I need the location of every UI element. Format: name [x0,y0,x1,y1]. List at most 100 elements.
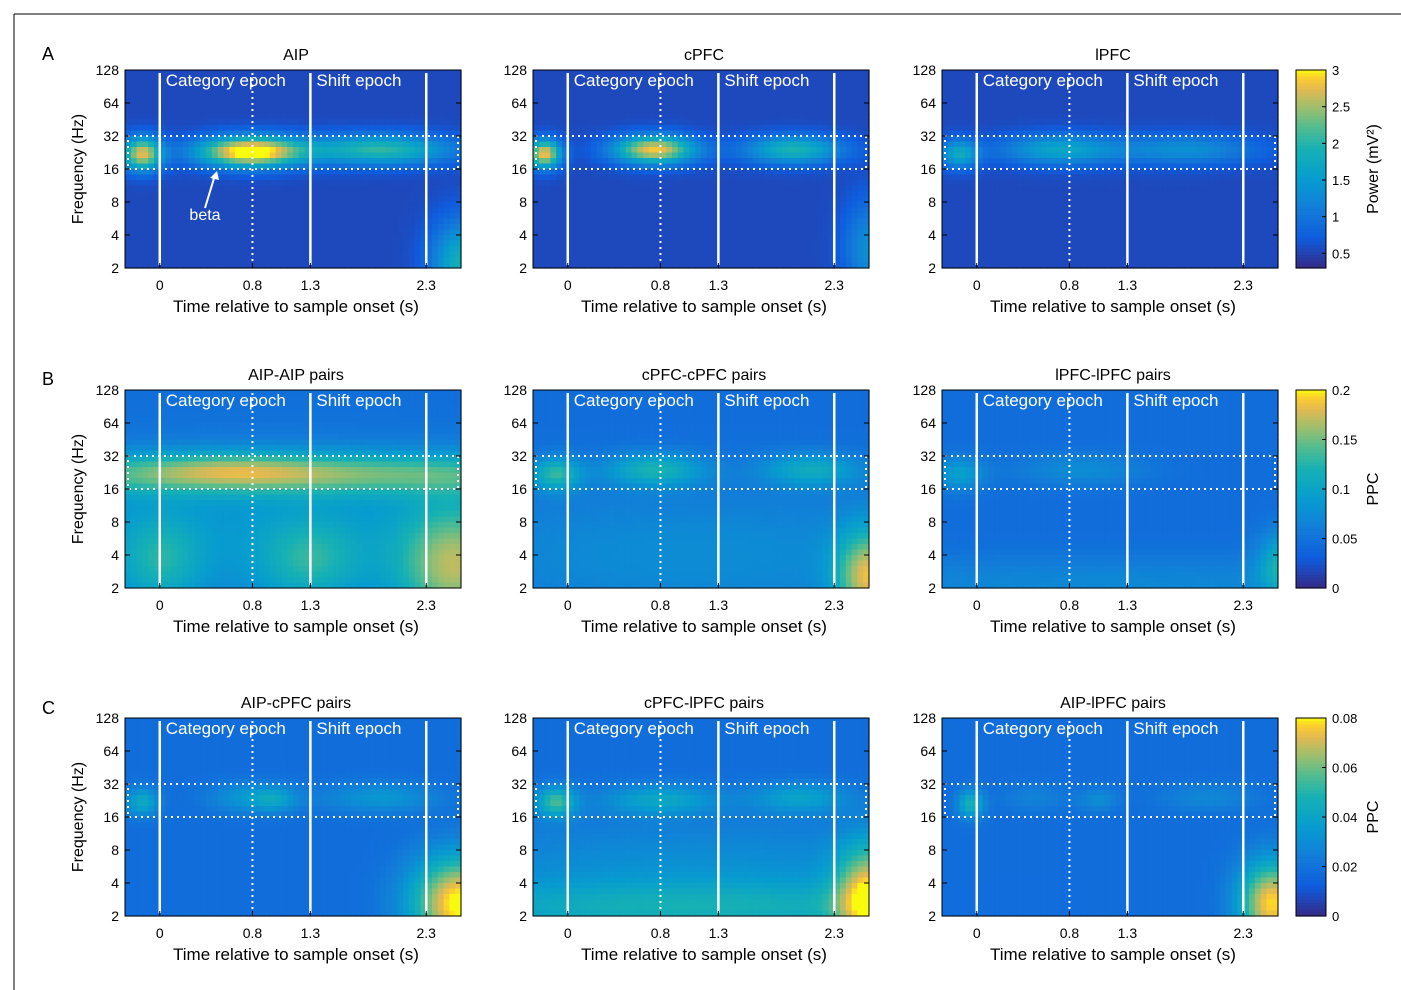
heatmap-cell [770,218,777,225]
heatmap-cell [648,202,656,209]
heatmap-cell [712,191,719,198]
heatmap-cell [182,262,190,269]
heatmap-cell [770,240,777,247]
heatmap-cell [362,136,369,143]
heatmap-cell [125,185,132,192]
heatmap-cell [666,136,673,143]
heatmap-cell [217,224,225,231]
heatmap-cell [776,158,783,165]
heatmap-cell [550,86,557,93]
heatmap-cell [1046,257,1053,264]
heatmap-cell [982,202,989,209]
heatmap-cell [770,235,777,242]
heatmap-cell [1017,246,1024,253]
heatmap-cell [408,185,416,192]
heatmap-cell [753,130,760,137]
heatmap-cell [851,114,859,121]
heatmap-cell [182,114,190,121]
heatmap-cell [533,136,540,143]
heatmap-cell [275,97,283,104]
heatmap-cell [1052,136,1059,143]
heatmap-cell [1034,235,1042,242]
heatmap-cell [625,196,633,203]
heatmap-cell [863,235,870,242]
heatmap-cell [177,229,184,236]
heatmap-cell [182,136,190,143]
heatmap-cell [643,163,650,170]
heatmap-cell [994,262,1001,269]
heatmap-cell [816,163,824,170]
heatmap-cell [666,262,673,269]
heatmap-cell [863,196,870,203]
heatmap-cell [953,235,960,242]
heatmap-cell [310,218,317,225]
heatmap-cell [811,246,818,253]
heatmap-cell [994,103,1001,110]
heatmap-cell [293,125,300,132]
heatmap-cell [339,180,346,187]
heatmap-cell [811,97,818,104]
heatmap-cell [321,163,329,170]
heatmap-cell [619,97,627,104]
heatmap-cell [153,103,161,110]
heatmap-cell [449,262,456,269]
heatmap-cell [298,70,306,77]
heatmap-cell [550,158,557,165]
heatmap-cell [327,141,335,148]
heatmap-cell [735,136,743,143]
heatmap-cell [397,97,404,104]
heatmap-cell [590,119,598,126]
heatmap-cell [845,213,853,220]
heatmap-cell [677,130,685,137]
heatmap-cell [834,202,841,209]
heatmap-cell [426,218,433,225]
heatmap-cell [845,158,853,165]
heatmap-cell [999,240,1007,247]
heatmap-cell [391,207,398,214]
heatmap-cell [1023,92,1030,99]
heatmap-cell [982,103,989,110]
heatmap-cell [614,119,621,126]
heatmap-cell [965,240,972,247]
heatmap-cell [822,207,830,214]
heatmap-cell [171,97,178,104]
heatmap-cell [654,114,662,121]
heatmap-cell [695,174,702,181]
heatmap-cell [1028,224,1036,231]
heatmap-cell [287,246,294,253]
heatmap-cell [770,75,777,82]
heatmap-cell [408,246,416,253]
heatmap-cell [455,240,462,247]
heatmap-cell [533,147,540,154]
heatmap-cell [171,196,178,203]
heatmap-cell [614,196,621,203]
heatmap-cell [770,251,777,258]
heatmap-cell [321,207,329,214]
heatmap-cell [287,235,294,242]
heatmap-cell [994,158,1001,165]
heatmap-cell [1052,196,1059,203]
heatmap-cell [130,191,138,198]
heatmap-cell [741,125,748,132]
heatmap-cell [1046,75,1053,82]
heatmap-cell [648,92,656,99]
heatmap-cell [211,158,219,165]
heatmap-cell [619,207,627,214]
heatmap-cell [1052,125,1059,132]
heatmap-cell [811,202,818,209]
heatmap-cell [177,213,184,220]
heatmap-cell [206,70,213,77]
heatmap-cell [1028,163,1036,170]
heatmap-cell [432,196,439,203]
heatmap-cell [999,251,1007,258]
heatmap-cell [982,235,989,242]
heatmap-cell [125,86,132,93]
heatmap-cell [706,169,714,176]
heatmap-cell [316,136,323,143]
heatmap-cell [556,218,563,225]
heatmap-cell [965,207,972,214]
heatmap-cell [857,202,864,209]
heatmap-cell [200,235,207,242]
heatmap-cell [753,257,760,264]
heatmap-cell [828,86,835,93]
